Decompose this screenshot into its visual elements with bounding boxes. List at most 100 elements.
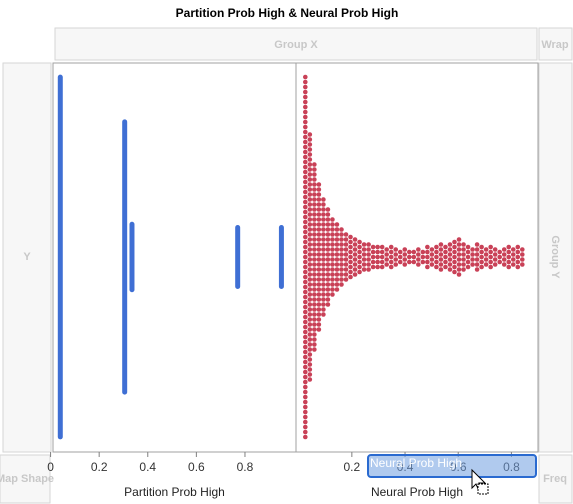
group-x-zone[interactable]: [54, 27, 538, 61]
dot: [452, 269, 457, 275]
dot: [402, 252, 408, 257]
dot: [321, 227, 326, 232]
dot: [307, 342, 313, 347]
dot: [307, 377, 313, 382]
x-axis-title: Partition Prob High: [124, 485, 225, 499]
dot: [325, 282, 331, 287]
dot: [303, 419, 308, 425]
dot: [307, 172, 313, 177]
dot: [515, 254, 521, 260]
y-label: Y: [23, 251, 31, 263]
dot: [303, 184, 308, 190]
dot: [303, 139, 308, 145]
dot: [339, 282, 344, 287]
dot: [465, 244, 471, 250]
dot: [370, 254, 376, 260]
dot: [303, 94, 308, 100]
group-y-zone[interactable]: [538, 62, 573, 453]
dot: [343, 247, 349, 252]
map-shape-zone[interactable]: [0, 454, 51, 504]
x-tick-label: 0.6: [188, 460, 205, 474]
dot: [321, 282, 326, 287]
dot: [303, 124, 308, 130]
dot: [375, 254, 380, 260]
dot: [303, 214, 308, 220]
dot: [474, 257, 480, 262]
dot: [434, 264, 439, 270]
dot: [303, 299, 308, 305]
dot: [366, 262, 371, 267]
dot: [483, 257, 489, 262]
dot: [312, 247, 317, 252]
dot: [429, 252, 435, 257]
dot: [447, 252, 453, 257]
dot: [361, 257, 367, 262]
dot: [361, 262, 367, 267]
dot: [443, 254, 448, 260]
dot: [303, 279, 308, 285]
dot: [434, 249, 439, 255]
dot: [316, 267, 322, 272]
dot: [307, 217, 313, 222]
dot: [307, 282, 313, 287]
dot: [425, 264, 430, 270]
dot: [303, 109, 308, 115]
dot: [375, 264, 380, 270]
dot: [307, 207, 313, 212]
dot: [366, 257, 371, 262]
dot: [303, 399, 308, 405]
dot: [325, 297, 331, 302]
dot: [321, 237, 326, 242]
dot: [501, 247, 507, 252]
dot: [307, 157, 313, 162]
dot: [321, 252, 326, 257]
dot: [307, 312, 313, 317]
dot: [303, 339, 308, 345]
dot: [303, 189, 308, 195]
dot: [312, 237, 317, 242]
dot: [456, 257, 462, 262]
dot: [303, 174, 308, 180]
dot: [357, 239, 362, 245]
dot: [434, 244, 439, 250]
dot: [307, 322, 313, 327]
dot: [438, 247, 444, 252]
dot: [316, 297, 322, 302]
dot: [303, 319, 308, 325]
dot: [425, 244, 430, 250]
dot: [303, 284, 308, 290]
dot: [307, 272, 313, 277]
dot: [406, 259, 412, 265]
dot: [303, 409, 308, 415]
dot: [488, 259, 493, 265]
strip-bar: [129, 221, 135, 293]
dot: [501, 252, 507, 257]
dot: [330, 247, 335, 252]
dot: [307, 162, 313, 167]
dot: [303, 229, 308, 235]
dot: [303, 389, 308, 395]
dot: [316, 247, 322, 252]
wrap-zone[interactable]: [538, 27, 573, 61]
dot: [452, 259, 457, 265]
dot: [316, 232, 322, 237]
dot: [388, 259, 394, 265]
dot: [325, 302, 331, 307]
dot: [303, 164, 308, 170]
dot: [307, 147, 313, 152]
dot: [474, 262, 480, 267]
freq-zone[interactable]: [538, 454, 573, 504]
dot: [303, 429, 308, 435]
dot: [447, 247, 453, 252]
dot: [343, 262, 349, 267]
dot: [352, 262, 358, 267]
dot: [339, 232, 344, 237]
x-tick-label: 0.2: [91, 460, 108, 474]
dot: [506, 244, 512, 250]
dot: [379, 254, 385, 260]
dot: [316, 202, 322, 207]
dot: [366, 247, 371, 252]
dot: [465, 264, 471, 270]
dot: [447, 262, 453, 267]
y-zone[interactable]: [2, 62, 52, 453]
